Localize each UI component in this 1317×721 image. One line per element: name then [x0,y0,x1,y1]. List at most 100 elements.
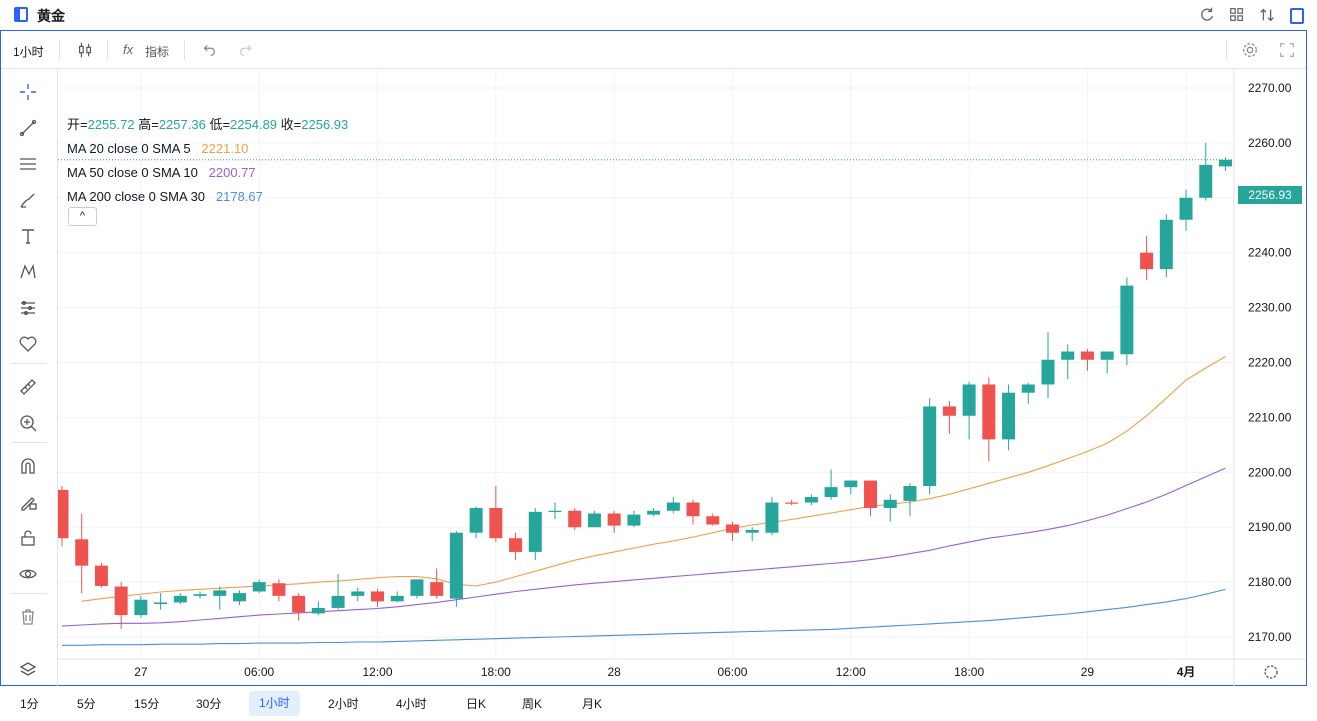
candle-body [489,508,503,539]
x-tick-label: 06:00 [244,665,274,679]
high-value: 2257.36 [158,117,206,132]
interval-8[interactable]: 周K [522,697,543,711]
candle-body [1179,197,1193,220]
interval-7[interactable]: 日K [466,697,487,711]
window-title: 黄金 [37,8,65,24]
y-tick-label: 2200.00 [1248,465,1292,479]
indicators-button[interactable]: 指标 [145,45,170,59]
zoom-in-icon[interactable] [17,412,39,434]
chart-area[interactable]: 2270.002260.002250.002240.002230.002220.… [58,69,1306,686]
title-bar-actions [1197,5,1307,25]
ma-line-1 [61,467,1226,627]
y-tick-label: 2270.00 [1248,81,1292,95]
x-tick-label: 06:00 [717,665,747,679]
ruler-icon[interactable] [17,376,39,398]
candle-body [942,406,956,416]
candle-body [1100,351,1114,360]
interval-6[interactable]: 4小时 [396,697,427,711]
candle-body [292,595,306,613]
brush-icon[interactable] [17,189,39,211]
text-icon[interactable] [17,225,39,247]
unlock-icon[interactable] [17,527,39,549]
ma-line-0 [81,356,1226,602]
candle-body [804,497,818,503]
undo-icon[interactable] [199,40,219,60]
candle-body [272,583,286,596]
candle-body [883,499,897,509]
candle-body [785,502,799,504]
candle-body [1002,392,1016,440]
fx-icon[interactable]: fx [123,42,134,57]
last-price-tag: 2256.93 [1238,186,1302,204]
candle-body [1140,252,1154,270]
x-tick-label: 18:00 [954,665,984,679]
refresh-icon[interactable] [1197,5,1217,25]
forecast-icon[interactable] [17,297,39,319]
candle-body [686,502,700,517]
chart-toolbar: 1小时 fx 指标 [1,31,1306,69]
eye-icon[interactable] [17,563,39,585]
candle-body [114,586,128,616]
toolbar-divider [1226,40,1227,60]
drawing-toolbar [1,69,58,686]
candle-body [1080,351,1094,360]
candle-body [982,384,996,440]
trash-icon[interactable] [17,606,39,628]
open-label: 开= [67,117,88,132]
heart-icon[interactable] [17,333,39,355]
interval-selector[interactable]: 1小时 [13,45,44,59]
candle-body [587,513,601,528]
candle-body [1120,285,1134,355]
tool-divider [11,593,47,594]
candle-body [528,511,542,552]
candle-body [844,480,858,488]
candle-body [1021,384,1035,393]
ma-legend-row[interactable]: MA 50 close 0 SMA 10 2200.77 [67,161,348,185]
trend-line-icon[interactable] [17,117,39,139]
chart-frame: 1小时 fx 指标 [0,30,1307,686]
interval-3[interactable]: 30分 [196,697,222,711]
interval-0[interactable]: 1分 [20,697,39,711]
layers-icon[interactable] [17,659,39,681]
x-tick-label: 12:00 [836,665,866,679]
legend-collapse-button[interactable]: ^ [68,207,97,226]
magnet-icon[interactable] [17,455,39,477]
open-value: 2255.72 [87,117,135,132]
interval-bar: 1分 5分 15分 30分 1小时 2小时 4小时 日K 周K 月K [0,687,1317,721]
ma-legend-row[interactable]: MA 200 close 0 SMA 30 2178.67 [67,185,348,209]
candle-body [469,508,483,533]
panel-icon[interactable] [14,7,28,22]
ohlc-row: 开=2255.72 高=2257.36 低=2254.89 收=2256.93 [67,113,348,137]
y-tick-label: 2180.00 [1248,575,1292,589]
y-tick-label: 2260.00 [1248,136,1292,150]
gear-icon[interactable] [1240,40,1260,60]
interval-9[interactable]: 月K [582,697,603,711]
lock-pencil-icon[interactable] [17,491,39,513]
ma-legend-row[interactable]: MA 20 close 0 SMA 5 2221.10 [67,137,348,161]
ohlc-legend: 开=2255.72 高=2257.36 低=2254.89 收=2256.93 … [67,113,348,209]
candle-body [725,524,739,533]
candle-body [627,514,641,526]
candle-body [371,591,385,602]
sidebar-toggle-icon[interactable] [1287,5,1307,25]
candlestick-icon[interactable] [75,40,95,60]
interval-1[interactable]: 5分 [77,697,96,711]
horizontal-lines-icon[interactable] [17,153,39,175]
ma-line-2 [62,588,1226,646]
candle-body [430,582,444,596]
candle-body [94,565,108,586]
interval-2[interactable]: 15分 [134,697,160,711]
axis-settings-icon[interactable] [1264,665,1278,679]
fullscreen-icon[interactable] [1277,40,1297,60]
candle-body [134,599,148,616]
candle-body [706,516,720,525]
candle-body [154,602,168,605]
pattern-icon[interactable] [17,261,39,283]
interval-4[interactable]: 1小时 [249,691,300,716]
sort-icon[interactable] [1257,5,1277,25]
interval-5[interactable]: 2小时 [328,697,359,711]
candle-body [449,532,463,599]
redo-icon[interactable] [236,40,256,60]
crosshair-icon[interactable] [17,81,39,103]
grid-icon[interactable] [1227,5,1247,25]
